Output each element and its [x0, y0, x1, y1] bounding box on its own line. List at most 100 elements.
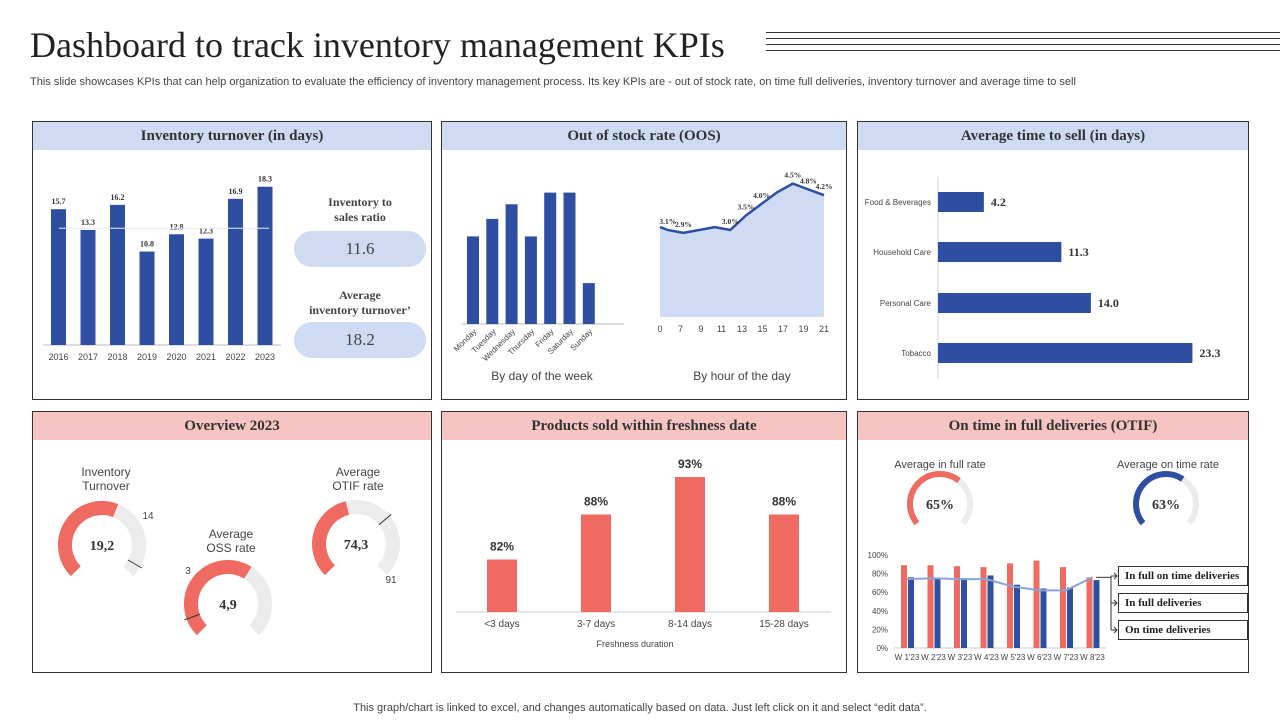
- turnover-bar: [169, 234, 184, 345]
- otif-in-full-bar: [927, 565, 934, 648]
- ooshour-value-label: 4.5%: [784, 171, 801, 180]
- oosday-bar: [505, 204, 518, 324]
- otif-week-label: W 2'23: [921, 653, 946, 662]
- otif-y-tick: 40%: [872, 607, 888, 616]
- otif-week-label: W 3'23: [948, 653, 973, 662]
- ats-bar: [938, 192, 984, 212]
- oos-week-caption: By day of the week: [491, 369, 593, 383]
- otif-in-full-on-time-line: [906, 576, 1093, 592]
- legend-in-full: In full deliveries: [1118, 593, 1248, 613]
- fresh-bar: [769, 514, 799, 612]
- turnover-value-label: 16.9: [229, 187, 243, 196]
- gauge-value: 4,9: [219, 598, 237, 613]
- on-time-rate-gauge-value: 63%: [1152, 498, 1180, 513]
- gauge-max-tick: [378, 514, 392, 526]
- ooshour-tick-label: 19: [798, 324, 808, 334]
- gauge-label-line-2: Turnover: [82, 479, 130, 493]
- overview-title: Overview 2023: [33, 412, 431, 440]
- ooshour-tick-label: 9: [698, 324, 703, 334]
- ooshour-tick-label: 15: [757, 324, 767, 334]
- fresh-value-label: 88%: [584, 495, 608, 509]
- gauge-label-line-2: OSS rate: [206, 541, 256, 555]
- fresh-category-label: 15-28 days: [759, 619, 808, 630]
- ats-bar: [938, 293, 1091, 313]
- ats-value-label: 14.0: [1098, 296, 1119, 310]
- ooshour-tick-label: 11: [717, 324, 726, 334]
- fresh-bar: [581, 514, 611, 612]
- ooshour-tick-label: 0: [657, 324, 662, 334]
- avg-turnover-label: Average inventory turnover’: [291, 288, 429, 318]
- gauge-value: 74,3: [344, 538, 369, 553]
- otif-week-label: W 1'23: [895, 653, 920, 662]
- oosday-bar: [582, 283, 595, 324]
- otif-in-full-bar: [980, 567, 987, 648]
- gauge-max-label: 14: [142, 511, 154, 522]
- otif-legend-arrow: [1111, 599, 1118, 607]
- oos-by-day-chart[interactable]: MondayTuesdayWednesdayThursdayFridaySatu…: [442, 152, 642, 400]
- turnover-year-label: 2016: [48, 352, 68, 362]
- otif-chart[interactable]: 65% 63% 0% 20% 40% 60% 80% 100% W 1'23 W 2'23 W 3'…: [858, 440, 1248, 672]
- fresh-title: Products sold within freshness date: [442, 412, 846, 440]
- turnover-year-label: 2022: [225, 352, 245, 362]
- turnover-value-label: 15.7: [52, 197, 66, 206]
- fresh-panel: Products sold within freshness date 82% <…: [441, 411, 847, 673]
- fresh-category-label: 3-7 days: [577, 619, 615, 630]
- freshness-chart[interactable]: 82% <3 days 88% 3-7 days 93% 8-14 days 88% 15-2…: [442, 440, 846, 672]
- fresh-value-label: 82%: [490, 540, 514, 554]
- ooshour-value-label: 3.0%: [722, 217, 739, 226]
- gauge-max-label: 91: [385, 575, 397, 586]
- oosday-bar: [467, 236, 479, 324]
- on-time-rate-label: Average on time rate: [1117, 459, 1219, 471]
- gauge-fill: [184, 560, 252, 636]
- otif-on-time-bar: [987, 575, 994, 648]
- turnover-value-label: 12.8: [170, 222, 184, 231]
- otif-in-full-bar: [901, 565, 907, 648]
- otif-on-time-bar: [1093, 580, 1100, 648]
- page-title: Dashboard to track inventory management …: [30, 25, 725, 65]
- gauge-max-tick: [184, 613, 200, 621]
- otif-week-label: W 7'23: [1054, 653, 1079, 662]
- legend-on-time: On time deliveries: [1118, 620, 1248, 640]
- turnover-bar: [228, 198, 243, 345]
- turnover-bar: [51, 209, 66, 345]
- otif-in-full-bar: [1086, 577, 1093, 648]
- gauge-value: 19,2: [90, 539, 115, 554]
- ats-bar: [938, 343, 1193, 363]
- otif-in-full-bar: [954, 566, 960, 648]
- avg-turnover-label-line-1: Average: [339, 288, 381, 302]
- ats-category-label: Food & Beverages: [865, 198, 931, 207]
- otif-on-time-bar: [934, 578, 941, 648]
- fresh-bar: [487, 559, 517, 612]
- turnover-year-label: 2023: [255, 352, 275, 362]
- inventory-turnover-title: Inventory turnover (in days): [33, 122, 431, 150]
- otif-panel: On time in full deliveries (OTIF) Averag…: [857, 411, 1249, 673]
- ooshour-value-label: 4.8%: [800, 176, 817, 185]
- inventory-turnover-chart[interactable]: 15.7 2016 13.3 2017 16.2 2018 10.8 2019 12.8 2020…: [33, 152, 283, 400]
- ooshour-tick-label: 7: [678, 324, 683, 334]
- ats-bar: [938, 242, 1062, 262]
- oos-hour-caption: By hour of the day: [693, 369, 791, 383]
- ratio-value-pill: 11.6: [294, 231, 426, 267]
- fresh-category-label: <3 days: [484, 619, 519, 630]
- turnover-value-label: 13.3: [81, 218, 95, 227]
- ooshour-line: [659, 182, 825, 235]
- ratio-label: Inventory to sales ratio: [295, 195, 425, 225]
- ats-title: Average time to sell (in days): [858, 122, 1248, 150]
- ats-category-label: Tobacco: [901, 349, 931, 358]
- ats-chart[interactable]: Food & Beverages 4.2 Household Care 11.3 Per…: [858, 152, 1248, 400]
- ats-value-label: 23.3: [1199, 346, 1220, 360]
- otif-week-label: W 5'23: [1001, 653, 1026, 662]
- gauge-max-label: 3: [185, 566, 191, 577]
- otif-in-full-bar: [1060, 567, 1066, 648]
- otif-on-time-bar: [908, 577, 914, 648]
- ooshour-value-label: 4.2%: [816, 182, 833, 191]
- turnover-bar: [257, 186, 273, 345]
- fresh-value-label: 88%: [772, 495, 796, 509]
- oos-by-hour-chart[interactable]: 3.1%2.9% 3.0% 3.5% 4.0% 4.5%4.8%4.2% 0 7 9 11 13 1…: [642, 152, 842, 400]
- otif-on-time-bar: [961, 578, 967, 648]
- otif-y-tick: 100%: [868, 551, 888, 560]
- ooshour-tick-label: 21: [819, 324, 829, 334]
- turnover-year-label: 2017: [78, 352, 98, 362]
- otif-on-time-bar: [1067, 587, 1073, 648]
